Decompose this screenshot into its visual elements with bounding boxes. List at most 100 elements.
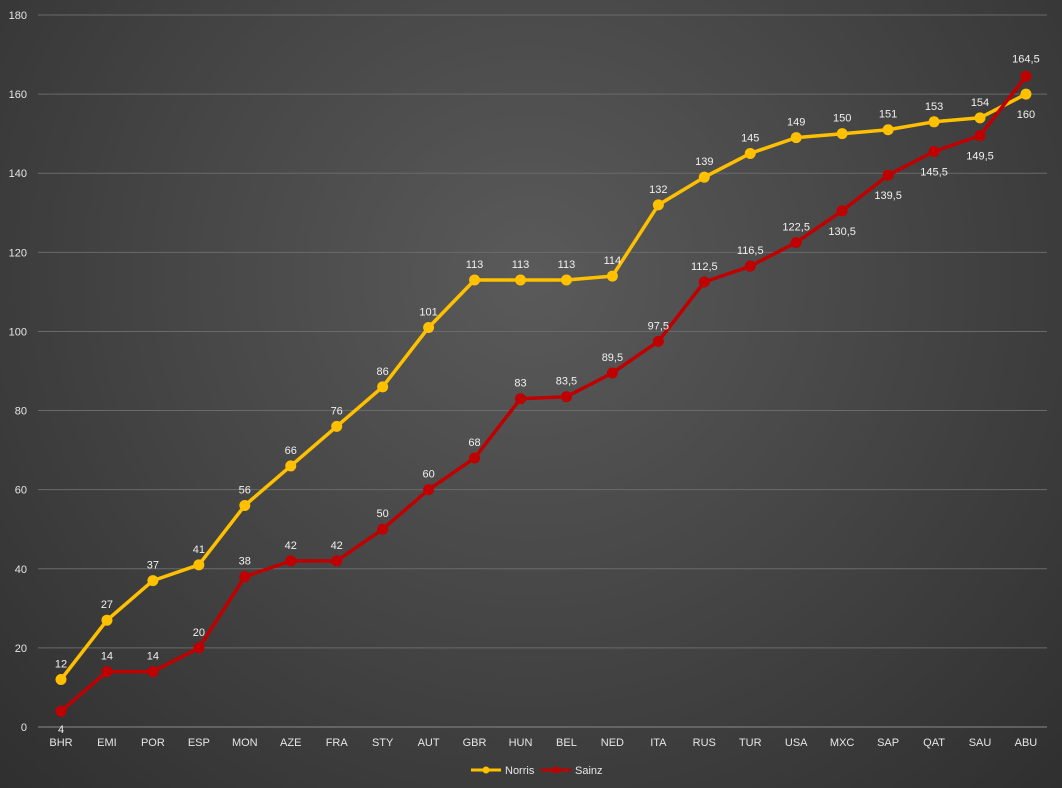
x-tick-label: ABU [1015, 737, 1038, 749]
data-point-norris [1020, 88, 1032, 100]
data-label-sainz: 4 [58, 724, 64, 736]
data-point-norris [55, 674, 67, 686]
data-label-norris: 113 [466, 259, 484, 271]
data-point-norris [193, 559, 205, 571]
series-line-sainz [59, 74, 1028, 713]
y-tick-label: 180 [9, 10, 27, 22]
data-point-sainz [790, 236, 802, 248]
data-label-norris: 145 [741, 132, 759, 144]
data-point-sainz [377, 523, 389, 535]
data-point-sainz [882, 169, 894, 181]
data-label-norris: 27 [101, 599, 113, 611]
data-label-sainz: 42 [285, 540, 297, 552]
x-tick-label: MXC [830, 737, 855, 749]
x-tick-label: MON [232, 737, 258, 749]
legend-label-norris: Norris [505, 765, 535, 777]
data-point-norris [744, 147, 756, 159]
data-point-sainz [698, 276, 710, 288]
data-point-sainz [423, 484, 435, 496]
data-point-norris [285, 460, 297, 472]
data-point-norris [790, 132, 802, 144]
data-point-norris [928, 116, 940, 128]
data-label-sainz: 38 [239, 556, 251, 568]
data-label-norris: 41 [193, 544, 205, 556]
x-tick-label: HUN [509, 737, 533, 749]
data-label-sainz: 14 [147, 651, 159, 663]
data-point-norris [882, 124, 894, 136]
data-label-sainz: 42 [331, 540, 343, 552]
x-tick-label: BHR [49, 737, 72, 749]
data-label-sainz: 50 [377, 508, 389, 520]
data-point-norris [560, 274, 572, 286]
data-label-sainz: 112,5 [691, 261, 718, 273]
data-label-norris: 160 [1017, 109, 1035, 121]
data-label-norris: 153 [925, 101, 943, 113]
data-point-norris [698, 171, 710, 183]
data-label-sainz: 60 [422, 469, 434, 481]
x-tick-label: RUS [693, 737, 716, 749]
data-label-sainz: 83 [514, 378, 526, 390]
y-axis-ticks: 0 20 40 60 80 100 120 140 160 180 [9, 10, 27, 734]
data-point-norris [652, 199, 664, 211]
data-label-norris: 113 [512, 259, 530, 271]
data-point-sainz [744, 260, 756, 272]
x-tick-label: AZE [280, 737, 301, 749]
x-axis-ticks: BHR EMI POR ESP MON AZE FRA STY AUT GBR HUN BEL NED I… [49, 737, 1037, 749]
data-label-norris: 101 [419, 306, 437, 318]
y-tick-label: 100 [9, 326, 27, 338]
data-label-norris: 149 [787, 117, 805, 129]
x-tick-label: FRA [326, 737, 349, 749]
data-point-sainz [928, 145, 940, 157]
data-label-sainz: 145,5 [920, 166, 948, 178]
x-tick-label: AUT [418, 737, 440, 749]
legend: Norris Sainz [471, 765, 603, 777]
data-label-sainz: 139,5 [874, 190, 902, 202]
y-tick-label: 160 [9, 89, 27, 101]
data-point-norris [331, 420, 343, 432]
data-point-sainz [285, 555, 297, 567]
data-label-norris: 114 [604, 255, 622, 267]
data-point-sainz [55, 705, 67, 717]
y-tick-label: 0 [21, 722, 27, 734]
x-tick-label: POR [141, 737, 165, 749]
data-point-norris [423, 321, 435, 333]
y-tick-label: 20 [15, 643, 27, 655]
data-point-norris [469, 274, 481, 286]
x-tick-label: SAU [969, 737, 992, 749]
x-tick-label: USA [785, 737, 808, 749]
data-point-sainz [606, 367, 618, 379]
data-point-norris [606, 270, 618, 282]
x-tick-label: NED [601, 737, 624, 749]
y-tick-label: 80 [15, 406, 27, 418]
data-label-sainz: 122,5 [782, 221, 810, 233]
x-tick-label: SAP [877, 737, 899, 749]
data-label-sainz: 149,5 [966, 151, 994, 163]
data-label-sainz: 68 [468, 437, 480, 449]
data-label-norris: 139 [695, 156, 713, 168]
data-point-sainz [836, 205, 848, 217]
data-label-sainz: 130,5 [828, 226, 856, 238]
data-point-sainz [469, 452, 481, 464]
data-point-sainz [331, 555, 343, 567]
gridlines [38, 14, 1047, 728]
data-point-sainz [1020, 70, 1032, 82]
data-label-sainz: 14 [101, 651, 113, 663]
x-tick-label: BEL [556, 737, 577, 749]
data-point-sainz [147, 666, 159, 678]
x-tick-label: TUR [739, 737, 762, 749]
data-label-norris: 154 [971, 97, 989, 109]
data-point-norris [515, 274, 526, 286]
data-point-sainz [515, 393, 526, 405]
data-point-norris [101, 614, 113, 626]
data-label-sainz: 116,5 [737, 245, 764, 257]
legend-label-sainz: Sainz [575, 765, 603, 777]
data-label-sainz: 83,5 [556, 376, 577, 388]
data-label-norris: 150 [833, 113, 851, 125]
data-label-norris: 76 [331, 405, 343, 417]
data-label-norris: 56 [239, 484, 251, 496]
x-tick-label: QAT [923, 737, 945, 749]
series-layer [55, 70, 1032, 717]
legend-marker-sainz [552, 766, 560, 774]
